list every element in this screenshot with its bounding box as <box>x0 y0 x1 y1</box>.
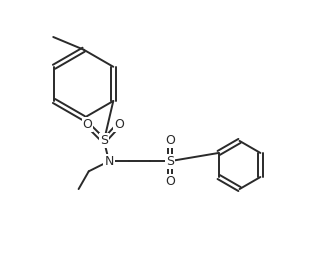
Text: O: O <box>82 118 93 131</box>
Text: S: S <box>100 134 108 147</box>
Text: S: S <box>166 155 174 168</box>
Text: O: O <box>165 134 175 147</box>
Text: N: N <box>104 155 114 168</box>
Text: O: O <box>114 118 124 131</box>
Text: O: O <box>165 175 175 188</box>
